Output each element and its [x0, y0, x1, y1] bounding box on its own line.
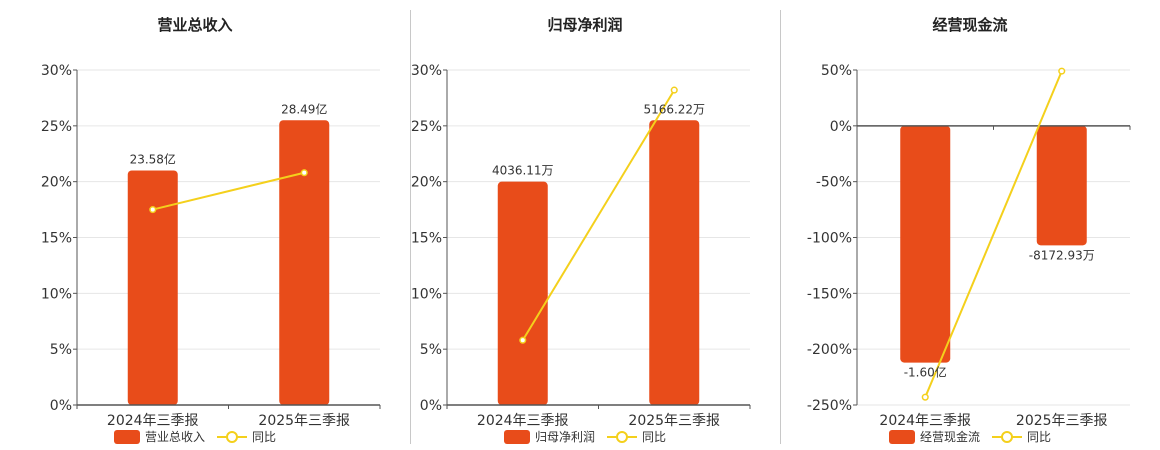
y-tick-label: 0%: [420, 398, 442, 414]
bar: [279, 120, 330, 405]
series-line: [152, 171, 305, 211]
y-tick-label: 5%: [50, 342, 72, 358]
y-tick-label: 0%: [50, 398, 72, 414]
legend-bar-swatch: [888, 429, 915, 444]
y-tick-label: 10%: [41, 286, 72, 302]
legend-item-bar[interactable]: 归母净利润: [503, 428, 595, 445]
line-point: [670, 86, 678, 94]
x-tick-label: 2024年三季报: [477, 413, 569, 429]
line-point: [519, 336, 527, 344]
legend-item-bar[interactable]: 经营现金流: [888, 428, 980, 445]
bar: [127, 170, 178, 405]
bar-data-label: -1.60亿: [904, 365, 947, 380]
bar: [1036, 125, 1087, 246]
bar: [900, 125, 951, 363]
legend-label: 营业总收入: [144, 430, 205, 444]
y-tick-label: 5%: [420, 342, 442, 358]
bar-data-label: 28.49亿: [281, 101, 327, 116]
bar: [497, 181, 548, 405]
y-tick-label: -250%: [807, 398, 852, 414]
x-tick-label: 2024年三季报: [879, 413, 971, 429]
y-tick-label: -150%: [807, 286, 852, 302]
legend-label: 经营现金流: [919, 430, 980, 444]
y-tick-label: 20%: [41, 175, 72, 191]
y-tick-label: 30%: [41, 63, 72, 79]
chart-panel-cash-flow: 经营现金流 -250% -200% -150% -100% -50% 0% 50% 2024年…: [780, 0, 1160, 450]
y-tick-label: -50%: [816, 175, 852, 191]
chart-legend: 营业总收入 同比: [0, 428, 390, 445]
x-tick-label: 2024年三季报: [107, 413, 199, 429]
legend-item-line[interactable]: 同比: [992, 428, 1051, 445]
legend-label: 同比: [1027, 430, 1052, 444]
bar-data-label: 23.58亿: [130, 152, 176, 167]
chart-title: 经营现金流: [932, 16, 1008, 34]
legend-label: 同比: [252, 430, 277, 444]
chart-panel-revenue: 营业总收入 0% 5% 10% 15% 20% 25% 30% 2024年三季报 2025年三季…: [0, 0, 390, 450]
y-tick-label: 15%: [41, 231, 72, 247]
legend-line-swatch: [217, 430, 247, 444]
series-line: [924, 70, 1063, 398]
y-tick-label: 25%: [41, 119, 72, 135]
chart-canvas: 0% 5% 10% 15% 20% 25% 30% 2024年三季报 2025年三季报 4036.…: [411, 63, 751, 429]
legend-item-line[interactable]: 同比: [607, 428, 666, 445]
legend-label: 归母净利润: [534, 430, 595, 444]
chart-legend: 归母净利润 同比: [390, 428, 780, 445]
line-point: [300, 169, 308, 177]
chart-canvas: -250% -200% -150% -100% -50% 0% 50% 2024年三季报 202…: [807, 63, 1131, 429]
line-point: [149, 206, 157, 214]
chart-title: 归母净利润: [547, 16, 623, 34]
y-tick-label: 50%: [821, 63, 852, 79]
legend-bar-swatch: [503, 429, 530, 444]
bar: [649, 120, 700, 405]
chart-panel-net-profit: 归母净利润 0% 5% 10% 15% 20% 25% 30% 2024年三季报 2025年三季…: [390, 0, 780, 450]
panel-divider: [410, 10, 411, 444]
line-point: [1058, 67, 1066, 75]
bar-data-label: -8172.93万: [1029, 248, 1095, 262]
legend-line-swatch: [992, 430, 1022, 444]
panel-divider: [780, 10, 781, 444]
legend-bar-swatch: [113, 429, 140, 444]
chart-canvas: 0% 5% 10% 15% 20% 25% 30% 2024年三季报 2025年三季报 23.58…: [41, 63, 381, 429]
legend-line-swatch: [607, 430, 637, 444]
legend-label: 同比: [642, 430, 667, 444]
y-tick-label: 25%: [411, 119, 442, 135]
x-tick-label: 2025年三季报: [1016, 413, 1108, 429]
x-tick-label: 2025年三季报: [628, 413, 720, 429]
y-tick-label: 10%: [411, 286, 442, 302]
chart-title: 营业总收入: [157, 16, 233, 34]
legend-item-line[interactable]: 同比: [217, 428, 276, 445]
line-point: [921, 393, 929, 401]
y-tick-label: 0%: [830, 119, 852, 135]
x-tick-label: 2025年三季报: [258, 413, 350, 429]
y-tick-label: -200%: [807, 342, 852, 358]
chart-legend: 经营现金流 同比: [780, 428, 1160, 445]
bar-data-label: 4036.11万: [492, 164, 554, 178]
series-line: [521, 89, 676, 341]
y-tick-label: 30%: [411, 63, 442, 79]
y-tick-label: 15%: [411, 231, 442, 247]
y-tick-label: 20%: [411, 175, 442, 191]
bar-data-label: 5166.22万: [643, 102, 705, 116]
y-tick-label: -100%: [807, 231, 852, 247]
legend-item-bar[interactable]: 营业总收入: [113, 428, 205, 445]
